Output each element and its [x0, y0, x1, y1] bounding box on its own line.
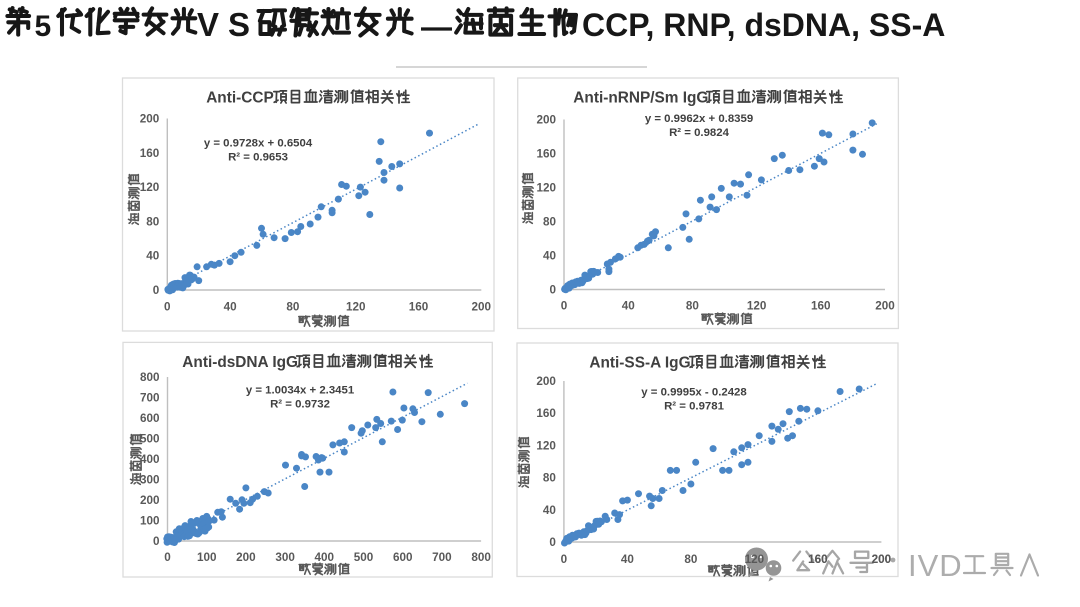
svg-text:0: 0 — [153, 284, 160, 297]
svg-text:Anti-nRNP/Sm IgG: Anti-nRNP/Sm IgG — [573, 90, 708, 107]
svg-text:Anti-SS-A IgG: Anti-SS-A IgG — [589, 355, 690, 372]
svg-text:0: 0 — [561, 553, 568, 566]
svg-text:200: 200 — [140, 113, 160, 126]
svg-text:200: 200 — [140, 494, 160, 507]
svg-text:200: 200 — [236, 551, 256, 564]
svg-text:200: 200 — [872, 553, 892, 566]
svg-text:80: 80 — [686, 300, 700, 313]
svg-text:500: 500 — [354, 551, 374, 564]
svg-text:800: 800 — [140, 371, 160, 384]
svg-text:40: 40 — [622, 300, 636, 313]
svg-text:0: 0 — [549, 536, 556, 549]
svg-text:40: 40 — [543, 504, 557, 517]
svg-text:160: 160 — [808, 553, 828, 566]
svg-text:400: 400 — [315, 551, 335, 564]
svg-text:0: 0 — [164, 301, 171, 314]
svg-text:600: 600 — [140, 412, 160, 425]
svg-text:80: 80 — [146, 215, 160, 228]
svg-text:800: 800 — [471, 551, 491, 564]
svg-text:5: 5 — [35, 10, 52, 43]
svg-text:500: 500 — [140, 433, 160, 446]
svg-text:40: 40 — [146, 250, 160, 263]
svg-text:0: 0 — [153, 535, 160, 548]
svg-text:160: 160 — [536, 407, 556, 420]
svg-text:200: 200 — [472, 301, 492, 314]
svg-text:100: 100 — [140, 515, 160, 528]
svg-text:200: 200 — [875, 300, 895, 313]
svg-text:160: 160 — [409, 301, 429, 314]
svg-text:160: 160 — [536, 148, 556, 161]
svg-text:400: 400 — [140, 453, 160, 466]
svg-text:700: 700 — [432, 551, 452, 564]
svg-text:200: 200 — [536, 114, 556, 127]
svg-text:y = 1.0034x + 2.3451: y = 1.0034x + 2.3451 — [246, 385, 355, 397]
svg-text:Anti-dsDNA IgG: Anti-dsDNA IgG — [182, 354, 298, 371]
svg-text:Anti-CCP: Anti-CCP — [206, 90, 274, 107]
svg-text:40: 40 — [621, 553, 635, 566]
svg-text:y = 0.9995x - 0.2428: y = 0.9995x - 0.2428 — [641, 387, 746, 399]
svg-text:0: 0 — [164, 551, 171, 564]
svg-text:600: 600 — [393, 551, 413, 564]
svg-text:V: V — [197, 6, 219, 43]
svg-text:100: 100 — [197, 551, 217, 564]
svg-text:120: 120 — [745, 553, 765, 566]
svg-text:200: 200 — [872, 553, 892, 566]
svg-text:40: 40 — [543, 250, 557, 263]
svg-text:120: 120 — [140, 181, 160, 194]
svg-text:40: 40 — [224, 301, 238, 314]
svg-text:R² = 0.9824: R² = 0.9824 — [669, 127, 730, 139]
svg-text:CCP, RNP, dsDNA, SS-A: CCP, RNP, dsDNA, SS-A — [582, 7, 945, 43]
svg-text:IVD: IVD — [908, 548, 963, 583]
svg-text:120: 120 — [346, 301, 366, 314]
svg-text:700: 700 — [140, 392, 160, 405]
svg-text:y = 0.9728x + 0.6504: y = 0.9728x + 0.6504 — [204, 138, 313, 150]
svg-text:R² = 0.9732: R² = 0.9732 — [270, 399, 330, 411]
svg-text:80: 80 — [286, 301, 300, 314]
svg-text:160: 160 — [811, 300, 831, 313]
svg-text:300: 300 — [140, 474, 160, 487]
svg-text:0: 0 — [549, 284, 556, 297]
svg-text:160: 160 — [140, 147, 160, 160]
svg-text:120: 120 — [747, 300, 767, 313]
svg-text:120: 120 — [536, 182, 556, 195]
svg-text:80: 80 — [543, 472, 557, 485]
svg-text:120: 120 — [536, 439, 556, 452]
svg-text:300: 300 — [275, 551, 295, 564]
svg-text:0: 0 — [561, 300, 568, 313]
svg-text:S: S — [228, 6, 250, 43]
svg-text:y = 0.9962x + 0.8359: y = 0.9962x + 0.8359 — [645, 113, 753, 125]
svg-text:80: 80 — [543, 216, 557, 229]
svg-text:160: 160 — [808, 553, 828, 566]
svg-text:80: 80 — [684, 553, 698, 566]
svg-text:R² = 0.9653: R² = 0.9653 — [228, 152, 288, 164]
svg-text:200: 200 — [536, 375, 556, 388]
svg-text:R² = 0.9781: R² = 0.9781 — [664, 401, 725, 413]
